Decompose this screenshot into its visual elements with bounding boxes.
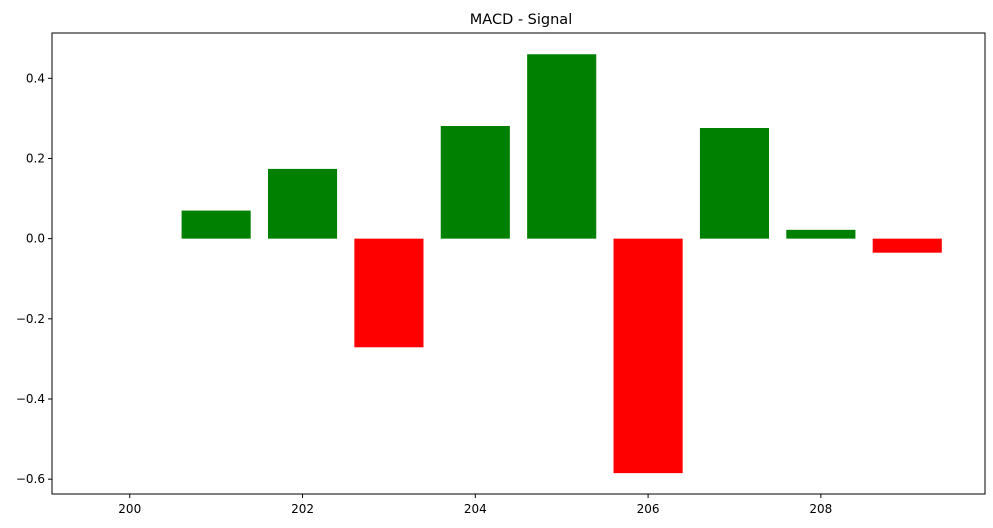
y-tick-label: 0.4: [26, 71, 45, 85]
bar-201: [181, 210, 251, 239]
bar-206: [613, 238, 683, 474]
bars-group: [181, 54, 942, 474]
bar-208: [786, 229, 856, 239]
y-axis: −0.6 −0.4 −0.2 0.0 0.2 0.4: [16, 71, 52, 486]
bar-202: [267, 168, 338, 239]
x-axis: 200 202 204 206 208: [118, 494, 832, 516]
x-tick-label: 204: [464, 502, 487, 516]
bar-209: [872, 238, 942, 253]
plot-frame: [51, 32, 986, 495]
y-tick-label: −0.4: [16, 392, 45, 406]
x-tick-label: 206: [637, 502, 660, 516]
bar-207: [699, 128, 770, 239]
x-tick-label: 202: [291, 502, 314, 516]
x-tick-label: 200: [118, 502, 141, 516]
chart-title: MACD - Signal: [470, 12, 572, 28]
x-tick-label: 208: [809, 502, 832, 516]
bar-203: [354, 238, 424, 348]
y-tick-label: 0.2: [26, 151, 45, 165]
y-tick-label: 0.0: [26, 232, 45, 246]
y-tick-label: −0.2: [16, 312, 45, 326]
bar-204: [440, 126, 510, 239]
bar-205: [527, 54, 597, 239]
y-tick-label: −0.6: [16, 472, 45, 486]
